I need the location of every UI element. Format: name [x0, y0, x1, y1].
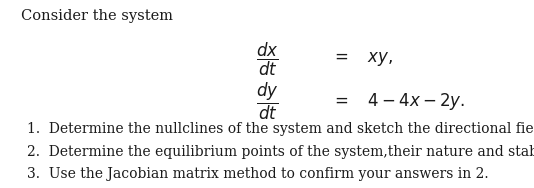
- Text: $= \quad 4 - 4x - 2y.$: $= \quad 4 - 4x - 2y.$: [331, 91, 466, 112]
- Text: Consider the system: Consider the system: [21, 9, 174, 23]
- Text: 3.  Use the Jacobian matrix method to confirm your answers in 2.: 3. Use the Jacobian matrix method to con…: [27, 168, 488, 181]
- Text: 1.  Determine the nullclines of the system and sketch the directional field.: 1. Determine the nullclines of the syste…: [27, 122, 534, 136]
- Text: $\dfrac{dy}{dt}$: $\dfrac{dy}{dt}$: [256, 81, 278, 122]
- Text: $\dfrac{dx}{dt}$: $\dfrac{dx}{dt}$: [256, 41, 278, 78]
- Text: $= \quad xy,$: $= \quad xy,$: [331, 50, 393, 68]
- Text: 2.  Determine the equilibrium points of the system,their nature and stability.: 2. Determine the equilibrium points of t…: [27, 145, 534, 159]
